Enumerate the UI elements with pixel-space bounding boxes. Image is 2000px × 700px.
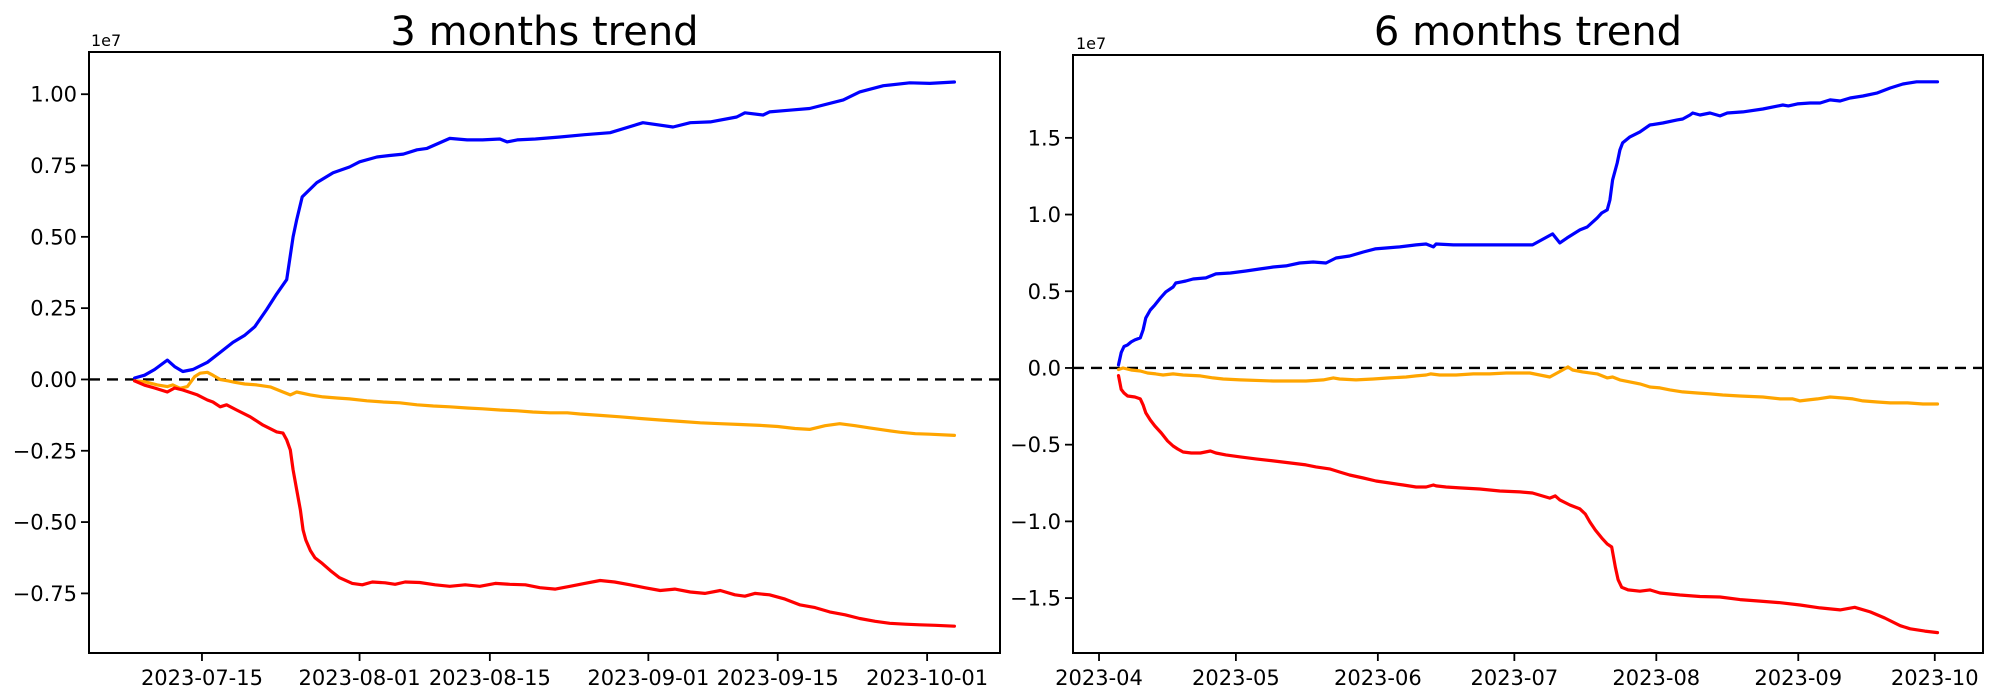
x-tick-label: 2023-10-01 (866, 666, 988, 690)
y-tick-label: −0.75 (13, 582, 77, 606)
x-tick-label: 2023-09-15 (717, 666, 839, 690)
y-tick-label: −1.5 (1010, 587, 1061, 611)
series-line-red (1116, 374, 1940, 635)
plot-border (88, 51, 1001, 654)
x-tick-label: 2023-09-01 (587, 666, 709, 690)
y-tick-label: 0.00 (30, 368, 77, 392)
series-line-orange (1116, 365, 1940, 406)
y-tick-label: 1.00 (30, 83, 77, 107)
y-tick-label: −0.50 (13, 511, 77, 535)
x-tick-label: 2023-07 (1470, 666, 1558, 690)
y-tick-label: 0.5 (1028, 280, 1061, 304)
x-tick-label: 2023-09 (1754, 666, 1842, 690)
series-line-red (133, 379, 957, 628)
y-tick-label: 0.50 (30, 225, 77, 249)
y-axis-offset-label-right: 1e7 (1076, 34, 1107, 53)
series-line-blue (133, 80, 957, 380)
x-tick-label: 2023-05 (1192, 666, 1280, 690)
series-line-orange (133, 370, 957, 437)
x-tick-label: 2023-04 (1055, 666, 1143, 690)
y-tick-label: −0.5 (1010, 433, 1061, 457)
chart-title-3-months: 3 months trend (390, 9, 699, 55)
y-tick-label: −1.0 (1010, 510, 1061, 534)
x-tick-label: 2023-10 (1891, 666, 1979, 690)
x-tick-label: 2023-07-15 (141, 666, 263, 690)
x-tick-label: 2023-08-01 (299, 666, 421, 690)
x-tick-label: 2023-06 (1334, 666, 1422, 690)
series-line-blue (1116, 80, 1940, 367)
x-tick-label: 2023-08 (1612, 666, 1700, 690)
chart-title-6-months: 6 months trend (1373, 9, 1683, 55)
y-tick-label: 0.25 (30, 297, 77, 321)
y-axis-offset-label-left: 1e7 (91, 31, 122, 50)
plot-border (1072, 54, 1984, 654)
y-tick-label: −0.25 (13, 439, 77, 463)
y-tick-label: 1.0 (1028, 203, 1061, 227)
y-tick-label: 1.5 (1028, 126, 1061, 150)
x-tick-label: 2023-08-15 (429, 666, 551, 690)
y-tick-label: 0.0 (1028, 356, 1061, 380)
y-tick-label: 0.75 (30, 154, 77, 178)
